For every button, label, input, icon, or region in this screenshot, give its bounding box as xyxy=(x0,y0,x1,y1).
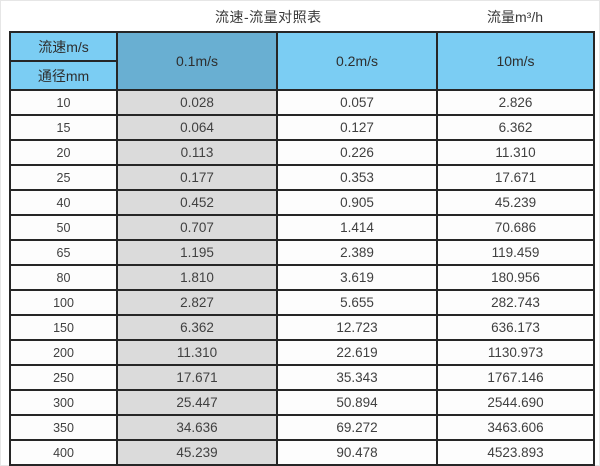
corner-velocity-label: 流速m/s xyxy=(9,31,118,62)
flow-value-cell: 34.636 xyxy=(116,414,278,441)
table-title: 流速-流量对照表 xyxy=(215,9,322,25)
flow-value-cell: 90.478 xyxy=(276,439,438,466)
column-header-0-1ms: 0.1m/s xyxy=(116,31,278,91)
flow-value-cell: 180.956 xyxy=(436,264,595,291)
diameter-cell: 20 xyxy=(9,139,118,166)
flow-value-cell: 119.459 xyxy=(436,239,595,266)
flow-value-cell: 2544.690 xyxy=(436,389,595,416)
flow-value-cell: 6.362 xyxy=(116,314,278,341)
flow-value-cell: 2.826 xyxy=(436,89,595,116)
table-row: 40 0.452 0.905 45.239 xyxy=(9,189,595,216)
diameter-cell: 400 xyxy=(9,439,118,466)
column-header-0-2ms: 0.2m/s xyxy=(276,31,438,91)
corner-diameter-label: 通径mm xyxy=(9,60,118,91)
flow-value-cell: 45.239 xyxy=(116,439,278,466)
table-body: 10 0.028 0.057 2.826 15 0.064 0.127 6.362 20 0.11… xyxy=(9,89,595,466)
flow-value-cell: 3.619 xyxy=(276,264,438,291)
caption-bar: 流速-流量对照表 流量m³/h xyxy=(1,1,599,31)
header-row-top: 流速m/s 0.1m/s 0.2m/s 10m/s xyxy=(9,31,595,91)
diameter-cell: 65 xyxy=(9,239,118,266)
flow-value-cell: 70.686 xyxy=(436,214,595,241)
flow-value-cell: 1.810 xyxy=(116,264,278,291)
flow-value-cell: 0.177 xyxy=(116,164,278,191)
diameter-cell: 350 xyxy=(9,414,118,441)
table-header: 流速m/s 0.1m/s 0.2m/s 10m/s 通径mm xyxy=(9,31,595,91)
flow-value-cell: 11.310 xyxy=(436,139,595,166)
flow-value-cell: 636.173 xyxy=(436,314,595,341)
flow-value-cell: 4523.893 xyxy=(436,439,595,466)
diameter-cell: 15 xyxy=(9,114,118,141)
flow-value-cell: 45.239 xyxy=(436,189,595,216)
flow-value-cell: 0.057 xyxy=(276,89,438,116)
diameter-cell: 50 xyxy=(9,214,118,241)
table-row: 400 45.239 90.478 4523.893 xyxy=(9,439,595,466)
table-row: 10 0.028 0.057 2.826 xyxy=(9,89,595,116)
flow-rate-table: 流速m/s 0.1m/s 0.2m/s 10m/s 通径mm 10 0.028 0.… xyxy=(9,31,595,466)
flow-value-cell: 2.389 xyxy=(276,239,438,266)
table-row: 20 0.113 0.226 11.310 xyxy=(9,139,595,166)
flow-value-cell: 0.028 xyxy=(116,89,278,116)
flow-value-cell: 35.343 xyxy=(276,364,438,391)
table-row: 100 2.827 5.655 282.743 xyxy=(9,289,595,316)
diameter-cell: 150 xyxy=(9,314,118,341)
flow-value-cell: 0.452 xyxy=(116,189,278,216)
flow-value-cell: 69.272 xyxy=(276,414,438,441)
flow-value-cell: 17.671 xyxy=(436,164,595,191)
table-row: 150 6.362 12.723 636.173 xyxy=(9,314,595,341)
flow-value-cell: 12.723 xyxy=(276,314,438,341)
table-row: 250 17.671 35.343 1767.146 xyxy=(9,364,595,391)
table-row: 50 0.707 1.414 70.686 xyxy=(9,214,595,241)
flow-value-cell: 0.127 xyxy=(276,114,438,141)
flow-value-cell: 0.226 xyxy=(276,139,438,166)
flow-value-cell: 1130.973 xyxy=(436,339,595,366)
diameter-cell: 250 xyxy=(9,364,118,391)
flow-value-cell: 1767.146 xyxy=(436,364,595,391)
flow-value-cell: 5.655 xyxy=(276,289,438,316)
diameter-cell: 100 xyxy=(9,289,118,316)
table-row: 80 1.810 3.619 180.956 xyxy=(9,264,595,291)
flow-value-cell: 0.707 xyxy=(116,214,278,241)
diameter-cell: 40 xyxy=(9,189,118,216)
table-row: 350 34.636 69.272 3463.606 xyxy=(9,414,595,441)
flow-value-cell: 0.113 xyxy=(116,139,278,166)
table-row: 65 1.195 2.389 119.459 xyxy=(9,239,595,266)
flow-value-cell: 6.362 xyxy=(436,114,595,141)
diameter-cell: 200 xyxy=(9,339,118,366)
table-row: 15 0.064 0.127 6.362 xyxy=(9,114,595,141)
flow-value-cell: 0.353 xyxy=(276,164,438,191)
flow-value-cell: 0.064 xyxy=(116,114,278,141)
flow-value-cell: 1.195 xyxy=(116,239,278,266)
flow-value-cell: 22.619 xyxy=(276,339,438,366)
flow-value-cell: 25.447 xyxy=(116,389,278,416)
diameter-cell: 25 xyxy=(9,164,118,191)
flow-unit-label: 流量m³/h xyxy=(487,9,543,25)
flow-value-cell: 1.414 xyxy=(276,214,438,241)
table-row: 200 11.310 22.619 1130.973 xyxy=(9,339,595,366)
flow-value-cell: 282.743 xyxy=(436,289,595,316)
diameter-cell: 10 xyxy=(9,89,118,116)
flow-value-cell: 3463.606 xyxy=(436,414,595,441)
flow-value-cell: 11.310 xyxy=(116,339,278,366)
diameter-cell: 80 xyxy=(9,264,118,291)
flow-value-cell: 0.905 xyxy=(276,189,438,216)
flow-value-cell: 17.671 xyxy=(116,364,278,391)
table-row: 25 0.177 0.353 17.671 xyxy=(9,164,595,191)
column-header-10ms: 10m/s xyxy=(436,31,595,91)
header-row-bottom: 通径mm xyxy=(9,60,594,91)
flow-value-cell: 2.827 xyxy=(116,289,278,316)
diameter-cell: 300 xyxy=(9,389,118,416)
table-row: 300 25.447 50.894 2544.690 xyxy=(9,389,595,416)
flow-value-cell: 50.894 xyxy=(276,389,438,416)
